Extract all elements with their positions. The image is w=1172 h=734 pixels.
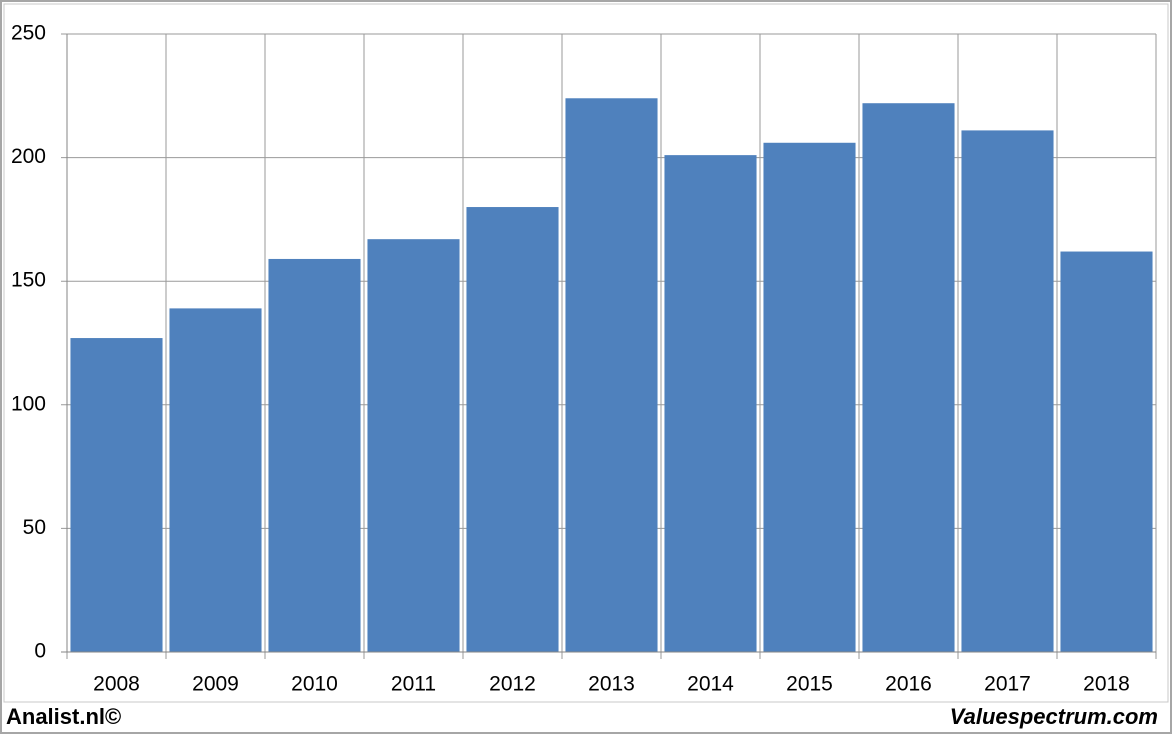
y-tick-label: 250 xyxy=(11,22,46,45)
x-tick-label: 2015 xyxy=(786,673,833,696)
x-tick-label: 2011 xyxy=(391,673,436,696)
y-tick-label: 50 xyxy=(23,516,46,539)
bar xyxy=(862,103,955,652)
x-tick-label: 2017 xyxy=(984,673,1031,696)
bar xyxy=(763,142,856,652)
x-tick-label: 2010 xyxy=(291,673,338,696)
bar xyxy=(268,258,361,652)
bar xyxy=(565,98,658,653)
bar xyxy=(70,338,163,652)
x-tick-label: 2013 xyxy=(588,673,635,696)
x-tick-label: 2014 xyxy=(687,673,734,696)
x-tick-label: 2016 xyxy=(885,673,932,696)
bar xyxy=(169,308,262,652)
bar xyxy=(367,239,460,652)
bar xyxy=(466,207,559,653)
bar xyxy=(664,155,757,653)
footer-right: Valuespectrum.com xyxy=(950,704,1158,729)
x-tick-label: 2008 xyxy=(93,673,140,696)
bar xyxy=(961,130,1054,652)
y-tick-label: 200 xyxy=(11,145,46,168)
y-tick-label: 100 xyxy=(11,392,46,415)
bar xyxy=(1060,251,1153,652)
y-tick-label: 0 xyxy=(34,640,46,663)
footer-left: Analist.nl© xyxy=(6,704,121,729)
x-tick-label: 2009 xyxy=(192,673,239,696)
x-tick-label: 2018 xyxy=(1083,673,1130,696)
x-tick-label: 2012 xyxy=(489,673,536,696)
y-tick-label: 150 xyxy=(11,269,46,292)
